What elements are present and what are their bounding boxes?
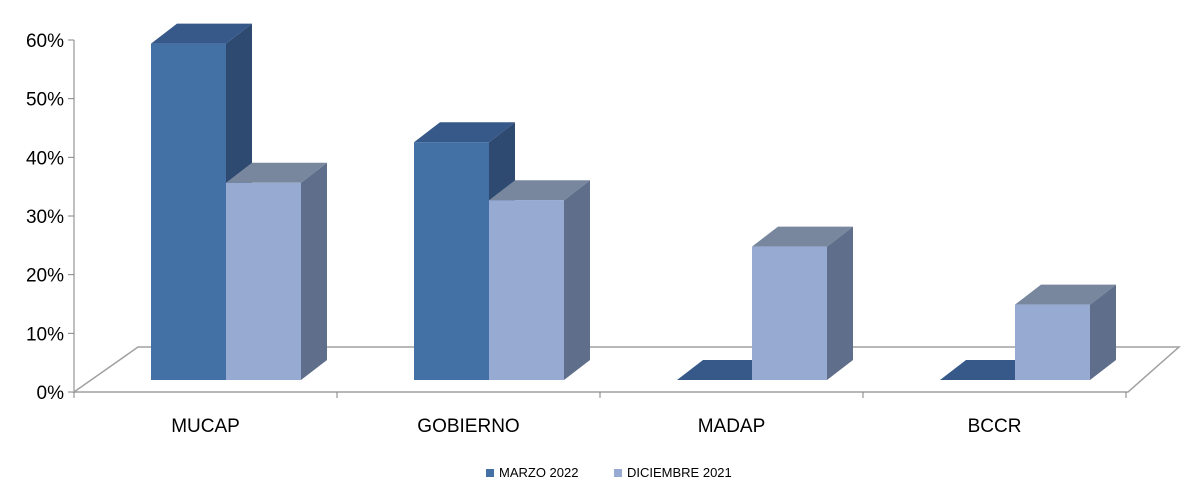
floor-plane: [71, 346, 1181, 393]
legend-label: DICIEMBRE 2021: [627, 465, 732, 480]
x-category-label: BCCR: [968, 416, 1022, 437]
legend-item-2: DICIEMBRE 2021: [614, 465, 732, 480]
bars-layer: [151, 23, 1116, 380]
y-tick-label: 40%: [26, 148, 64, 169]
bar-mucap-diciembre-2021: [226, 162, 327, 380]
legend-item-1: MARZO 2022: [486, 465, 578, 480]
y-tick-label: 20%: [26, 266, 64, 287]
legend-swatch: [486, 469, 494, 477]
bar-side: [827, 226, 853, 380]
bar-front: [1015, 304, 1090, 380]
bar-top: [489, 180, 590, 201]
bar-front: [226, 182, 301, 380]
bar-front: [414, 142, 489, 380]
bar-front: [151, 43, 226, 380]
bar-top: [1015, 284, 1116, 305]
y-tick-label: 10%: [26, 324, 64, 345]
y-tick-label: 30%: [26, 207, 64, 228]
bar-top: [151, 23, 252, 44]
axis-layer: 0% 10% 20% 30% 40% 50% 60%: [26, 31, 1181, 404]
legend-label: MARZO 2022: [499, 465, 578, 480]
bar-top: [752, 226, 853, 247]
bar-front: [489, 200, 564, 380]
bar-side: [564, 180, 590, 380]
y-tick-label: 50%: [26, 90, 64, 111]
bar-gobierno-diciembre-2021: [489, 180, 590, 380]
bar-side: [1090, 284, 1116, 380]
x-category-label: MADAP: [698, 416, 766, 437]
bar-madap-diciembre-2021: [752, 226, 853, 380]
y-tick-label: 0%: [37, 383, 65, 404]
bar-bccr-diciembre-2021: [1015, 284, 1116, 380]
bar-front: [752, 246, 827, 380]
bar-top: [414, 122, 515, 143]
y-tick-label: 60%: [26, 31, 64, 52]
bar-top: [226, 162, 327, 183]
legend-swatch: [614, 469, 622, 477]
labels-layer: MUCAP GOBIERNO MADAP BCCR: [171, 416, 1021, 437]
bar-side: [301, 162, 327, 380]
x-category-label: MUCAP: [171, 416, 240, 437]
x-category-label: GOBIERNO: [417, 416, 519, 437]
legend: MARZO 2022 DICIEMBRE 2021: [486, 465, 732, 480]
